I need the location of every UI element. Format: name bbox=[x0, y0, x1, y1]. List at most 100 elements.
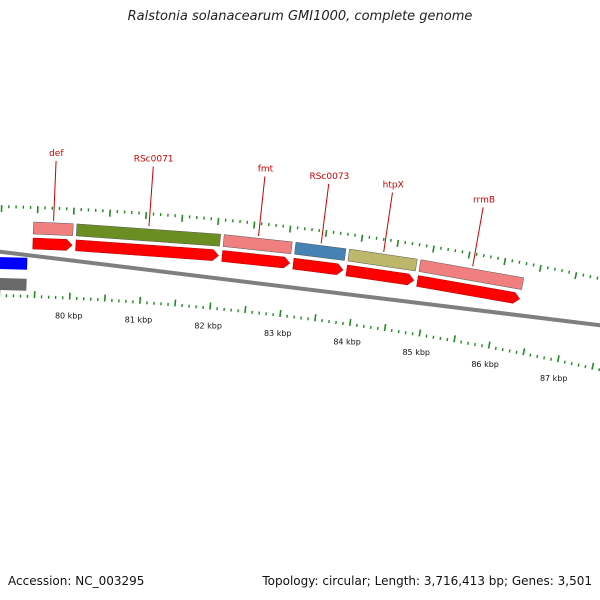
inner-tick bbox=[563, 360, 566, 364]
outer-tick bbox=[432, 245, 435, 253]
kbp-label: 82 kbp bbox=[194, 321, 222, 330]
outer-tick bbox=[574, 271, 578, 280]
left-feature-blue bbox=[0, 257, 28, 270]
outer-tick bbox=[518, 260, 521, 264]
cds-arrow bbox=[75, 239, 219, 261]
outer-tick bbox=[360, 234, 364, 242]
inner-tick bbox=[418, 329, 422, 337]
gene-label: RSc0071 bbox=[134, 154, 174, 164]
outer-tick bbox=[467, 251, 471, 259]
kbp-label: 81 kbp bbox=[125, 316, 153, 325]
inner-tick bbox=[543, 356, 546, 360]
outer-tick bbox=[396, 239, 400, 248]
inner-tick bbox=[529, 353, 532, 357]
inner-tick bbox=[501, 348, 504, 352]
outer-tick bbox=[568, 270, 571, 274]
map-title: Ralstonia solanacearum GMI1000, complete… bbox=[127, 9, 473, 24]
inner-tick bbox=[570, 362, 573, 366]
inner-tick bbox=[174, 299, 177, 307]
kbp-label: 80 kbp bbox=[55, 312, 83, 321]
inner-tick bbox=[439, 336, 442, 341]
outer-tick bbox=[511, 259, 514, 263]
inner-tick bbox=[453, 335, 456, 343]
gene-label: htpX bbox=[383, 181, 404, 191]
inner-tick bbox=[467, 341, 470, 345]
cds-arrow bbox=[221, 250, 291, 269]
inner-tick bbox=[348, 318, 352, 327]
inner-tick bbox=[487, 341, 491, 349]
cds-arrow bbox=[416, 275, 521, 304]
inner-tick bbox=[522, 348, 526, 356]
kbp-label: 85 kbp bbox=[402, 348, 430, 357]
outer-tick bbox=[525, 261, 528, 266]
cds-arrow bbox=[345, 264, 415, 286]
inner-tick bbox=[474, 342, 476, 347]
gene-leader bbox=[148, 166, 154, 227]
outer-tick bbox=[489, 255, 492, 259]
inner-tick bbox=[494, 346, 497, 350]
outer-tick bbox=[589, 275, 592, 279]
gene-feature bbox=[418, 259, 525, 290]
left-features bbox=[0, 257, 28, 291]
outer-tick bbox=[461, 250, 464, 254]
inner-tick bbox=[591, 362, 595, 370]
outer-tick bbox=[181, 214, 184, 222]
inner-tick bbox=[515, 350, 518, 354]
outer-tick bbox=[482, 254, 485, 258]
gene-feature bbox=[32, 221, 74, 236]
inner-tick bbox=[383, 323, 387, 332]
gene-label: fmt bbox=[258, 164, 274, 174]
gene-leader bbox=[472, 207, 484, 267]
outer-tick bbox=[324, 229, 328, 238]
inner-tick bbox=[460, 340, 463, 344]
inner-tick bbox=[556, 355, 560, 363]
inner-tick bbox=[480, 344, 483, 348]
outer-tick-track bbox=[0, 205, 599, 280]
inner-tick bbox=[577, 363, 580, 367]
inner-tick bbox=[536, 354, 539, 359]
gene-feature bbox=[347, 248, 418, 272]
outer-tick bbox=[561, 269, 564, 273]
accession: Accession: NC_003295 bbox=[8, 574, 145, 588]
kbp-label: 84 kbp bbox=[333, 338, 361, 347]
inner-tick bbox=[508, 349, 511, 353]
outer-tick bbox=[475, 252, 478, 256]
cds-arrow-track bbox=[32, 237, 521, 304]
gene-label: def bbox=[49, 149, 64, 159]
inner-tick bbox=[209, 302, 212, 310]
outer-tick bbox=[497, 256, 500, 260]
outer-tick bbox=[217, 217, 220, 226]
kbp-label: 87 kbp bbox=[540, 374, 568, 383]
gene-leader bbox=[53, 160, 57, 221]
inner-tick bbox=[279, 309, 282, 318]
gene-label: rrmB bbox=[473, 195, 495, 205]
cds-arrow bbox=[32, 237, 73, 251]
gene-leader bbox=[258, 176, 266, 237]
outer-tick bbox=[253, 221, 256, 229]
inner-tick bbox=[314, 314, 317, 322]
gene-label-track: def RSc0071 fmt RSc0073 htpX rrmB bbox=[49, 149, 495, 267]
gene-leader bbox=[383, 192, 393, 253]
outer-tick bbox=[288, 225, 292, 233]
gene-feature bbox=[76, 223, 221, 247]
outer-tick bbox=[454, 249, 457, 253]
kbp-label-track: 80 kbp 81 kbp 82 kbp 83 kbp 84 kbp 85 kbp 86 k… bbox=[55, 312, 568, 383]
inner-tick bbox=[244, 306, 247, 314]
outer-tick bbox=[538, 264, 542, 272]
inner-tick bbox=[598, 368, 600, 372]
inner-tick bbox=[446, 337, 449, 342]
inner-tick bbox=[550, 357, 553, 361]
kbp-label: 83 kbp bbox=[264, 329, 292, 338]
outer-tick bbox=[532, 263, 535, 267]
outer-tick bbox=[582, 273, 585, 277]
genome-summary: Topology: circular; Length: 3,716,413 bp… bbox=[262, 574, 592, 588]
feature-track bbox=[32, 221, 525, 290]
outer-tick bbox=[596, 276, 599, 280]
genome-backbone bbox=[0, 249, 600, 328]
left-feature-gray bbox=[0, 278, 27, 291]
gene-feature bbox=[222, 234, 293, 255]
inner-tick bbox=[584, 365, 587, 369]
gene-feature bbox=[294, 242, 347, 261]
outer-tick bbox=[553, 267, 556, 271]
